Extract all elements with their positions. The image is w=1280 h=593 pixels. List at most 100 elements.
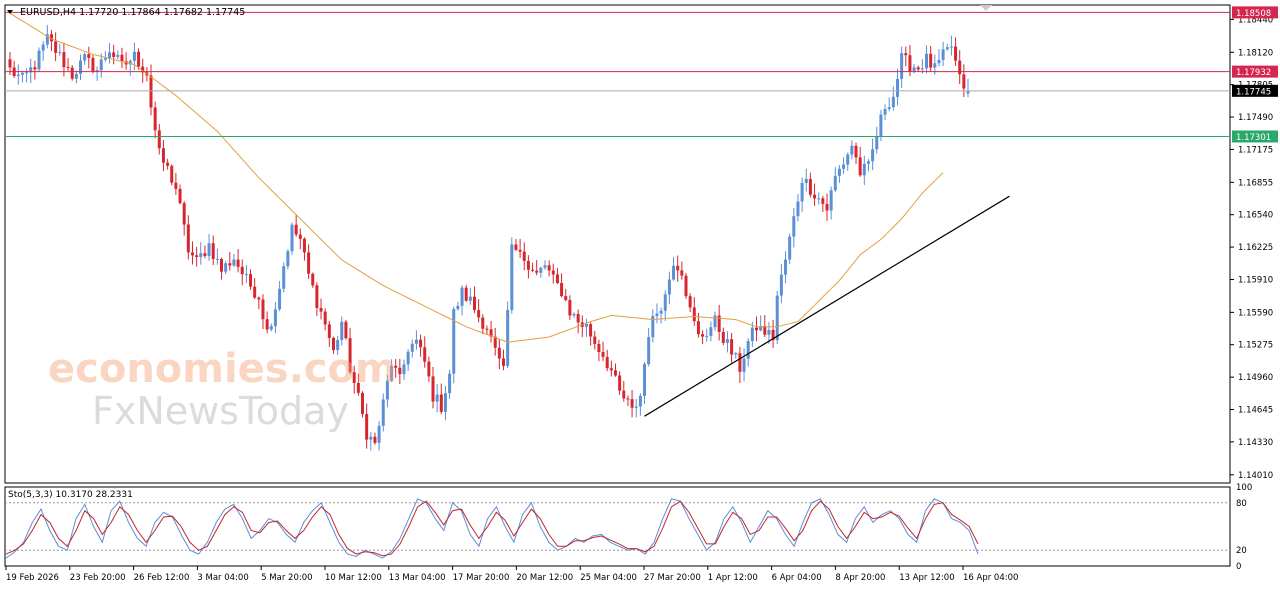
candle-bull	[543, 265, 547, 268]
candle-bear	[186, 224, 190, 253]
candle-bull	[402, 364, 406, 375]
candle-bear	[257, 297, 261, 300]
stoch-y-label: 80	[1236, 499, 1247, 509]
candle-bull	[443, 393, 447, 412]
x-tick-label: 19 Feb 2026	[6, 573, 59, 583]
candle-bear	[568, 300, 572, 316]
y-tick-label: 1.17175	[1238, 145, 1273, 155]
price-tag-current	[1232, 84, 1278, 97]
candle-bear	[311, 273, 315, 286]
candle-bull	[638, 395, 642, 407]
candle-bull	[448, 373, 452, 394]
candle-bear	[439, 394, 443, 412]
candle-bull	[742, 358, 746, 372]
candle-bear	[161, 148, 165, 163]
candle-bear	[825, 203, 829, 211]
candle-bull	[925, 53, 929, 69]
main-plot-frame	[4, 4, 1231, 484]
candle-bull	[224, 263, 228, 272]
candle-bear	[813, 194, 817, 199]
candle-bear	[261, 299, 265, 320]
y-tick-label: 1.14645	[1238, 406, 1273, 416]
candle-bear	[613, 370, 617, 376]
candle-bear	[8, 59, 12, 68]
candle-bull	[767, 329, 771, 335]
candle-bull	[937, 59, 941, 64]
candle-bear	[141, 66, 145, 73]
trendline[interactable]	[644, 195, 1010, 417]
candle-bear	[365, 414, 369, 440]
x-tick-label: 3 Mar 04:00	[197, 573, 248, 583]
candle-bear	[361, 392, 365, 415]
candle-bull	[775, 295, 779, 341]
candle-bull	[16, 74, 20, 76]
candle-bull	[663, 294, 667, 311]
candle-bull	[290, 224, 294, 252]
candle-bear	[182, 203, 186, 225]
candle-bear	[220, 258, 224, 272]
x-tick-label: 20 Mar 12:00	[516, 573, 573, 583]
candle-bear	[908, 55, 912, 72]
candle-bull	[912, 67, 916, 72]
x-tick-label: 8 Apr 20:00	[835, 573, 885, 583]
candle-bear	[904, 53, 908, 56]
one-click-trading-icon[interactable]	[980, 5, 992, 11]
candle-bull	[510, 244, 514, 311]
candle-bear	[70, 67, 74, 79]
y-tick-label: 1.15910	[1238, 275, 1273, 285]
candle-bull	[340, 321, 344, 341]
candle-bear	[265, 319, 269, 330]
price-tag-label: 1.17301	[1236, 133, 1271, 143]
candle-bear	[485, 328, 489, 330]
candle-bull	[273, 309, 277, 327]
candle-bear	[427, 361, 431, 377]
candle-bear	[33, 67, 37, 70]
candle-bear	[771, 329, 775, 341]
candle-bull	[369, 436, 373, 440]
candle-bull	[750, 327, 754, 341]
candle-bear	[253, 286, 257, 298]
candle-bear	[738, 353, 742, 372]
candle-bear	[190, 252, 194, 256]
x-tick-label: 1 Apr 12:00	[708, 573, 758, 583]
candle-bull	[58, 52, 62, 54]
y-tick-label: 1.16225	[1238, 243, 1273, 253]
y-tick-label: 1.14330	[1238, 438, 1273, 448]
candle-bear	[526, 260, 530, 270]
candle-bear	[464, 287, 468, 301]
candle-bull	[199, 253, 203, 258]
candle-bear	[518, 249, 522, 252]
candle-bull	[887, 107, 891, 110]
candle-bear	[66, 66, 70, 68]
stoch-main-line	[5, 498, 979, 559]
price-tag-support	[1232, 130, 1278, 143]
symbol-menu-icon[interactable]	[7, 10, 13, 14]
candle-bear	[137, 51, 141, 67]
candle-bear	[49, 34, 53, 42]
candle-bear	[394, 365, 398, 368]
candle-bull	[103, 57, 107, 60]
candle-bear	[808, 178, 812, 195]
candle-bear	[497, 347, 501, 359]
candle-bear	[630, 399, 634, 408]
candle-bear	[535, 270, 539, 273]
candle-bull	[945, 47, 949, 50]
candle-bear	[730, 339, 734, 355]
candle-bull	[833, 175, 837, 191]
candle-bear	[331, 337, 335, 351]
candle-bull	[244, 274, 248, 276]
candle-bear	[398, 367, 402, 375]
candle-bull	[132, 51, 136, 61]
candle-bull	[800, 182, 804, 202]
candle-bear	[481, 317, 485, 329]
candle-bear	[763, 325, 767, 335]
y-tick-label: 1.15275	[1238, 341, 1273, 351]
candle-bull	[796, 201, 800, 217]
candle-bear	[962, 74, 966, 89]
candle-bull	[788, 236, 792, 260]
price-tag-label: 1.18508	[1236, 9, 1271, 19]
candle-bear	[112, 52, 116, 57]
candle-bull	[655, 313, 659, 317]
